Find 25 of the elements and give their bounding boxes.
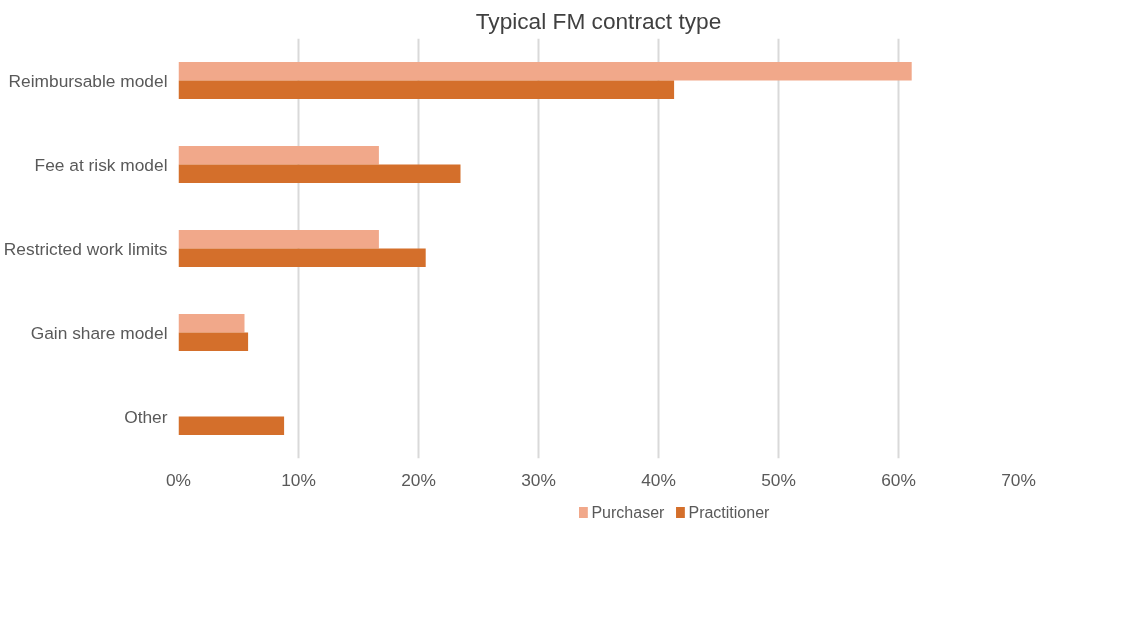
- y-tick-label: Gain share model: [30, 322, 168, 343]
- x-tick-label: 60%: [881, 469, 916, 490]
- x-tick-label: 50%: [761, 469, 796, 490]
- x-tick-label: 10%: [281, 469, 316, 490]
- x-tick-label: 40%: [641, 469, 676, 490]
- x-tick-label: 30%: [521, 469, 556, 490]
- legend-label: Practitioner: [688, 504, 771, 521]
- chart-title: Typical FM contract type: [475, 7, 722, 34]
- y-tick-label: Fee at risk model: [34, 154, 168, 175]
- y-tick-label: Reimbursable model: [8, 70, 168, 91]
- bar: [178, 164, 461, 183]
- bar: [178, 332, 249, 351]
- x-tick-label: 70%: [1001, 469, 1036, 490]
- bar: [178, 248, 426, 267]
- bar: [178, 416, 285, 435]
- bar: [178, 80, 675, 99]
- y-tick-label: Other: [124, 406, 168, 427]
- bar: [178, 146, 379, 165]
- y-tick-label: Restricted work limits: [3, 238, 168, 259]
- x-tick-label: 20%: [401, 469, 436, 490]
- bar: [178, 314, 245, 333]
- bar: [178, 230, 379, 249]
- bar: [178, 62, 912, 81]
- x-tick-label: 0%: [165, 469, 192, 490]
- legend-label: Purchaser: [591, 504, 666, 521]
